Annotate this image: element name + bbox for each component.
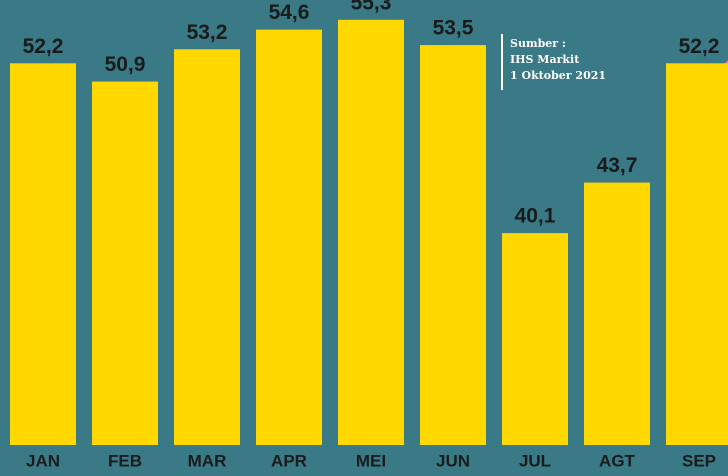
x-tick-label: MAR [188, 451, 227, 470]
x-tick-label: JUN [436, 451, 470, 470]
data-label: 53,2 [187, 21, 228, 44]
bar [256, 29, 322, 445]
data-label: 43,7 [597, 154, 638, 177]
bar [92, 81, 158, 445]
bar [174, 49, 240, 446]
bar [584, 182, 650, 445]
data-label: 53,5 [433, 17, 474, 40]
data-label: 40,1 [515, 205, 556, 228]
x-tick-label: APR [271, 451, 307, 470]
source-text: 1 Oktober 2021 [510, 69, 606, 82]
x-tick-label: JAN [26, 451, 60, 470]
x-tick-label: AGT [599, 451, 636, 470]
data-label: 52,2 [23, 35, 64, 58]
source-text: IHS Markit [510, 53, 580, 66]
x-tick-label: JUL [519, 451, 551, 470]
bar [420, 45, 486, 445]
data-label: 54,6 [269, 1, 310, 24]
data-label: 55,3 [351, 0, 392, 14]
bar [502, 233, 568, 445]
data-label: 52,2 [679, 35, 720, 58]
x-tick-label: MEI [356, 451, 386, 470]
source-text: Sumber : [510, 37, 566, 50]
bar [338, 19, 404, 446]
bar [666, 63, 728, 446]
bar [10, 63, 76, 446]
x-tick-label: SEP [682, 451, 716, 470]
data-label: 50,9 [105, 53, 146, 76]
x-tick-label: FEB [108, 451, 142, 470]
